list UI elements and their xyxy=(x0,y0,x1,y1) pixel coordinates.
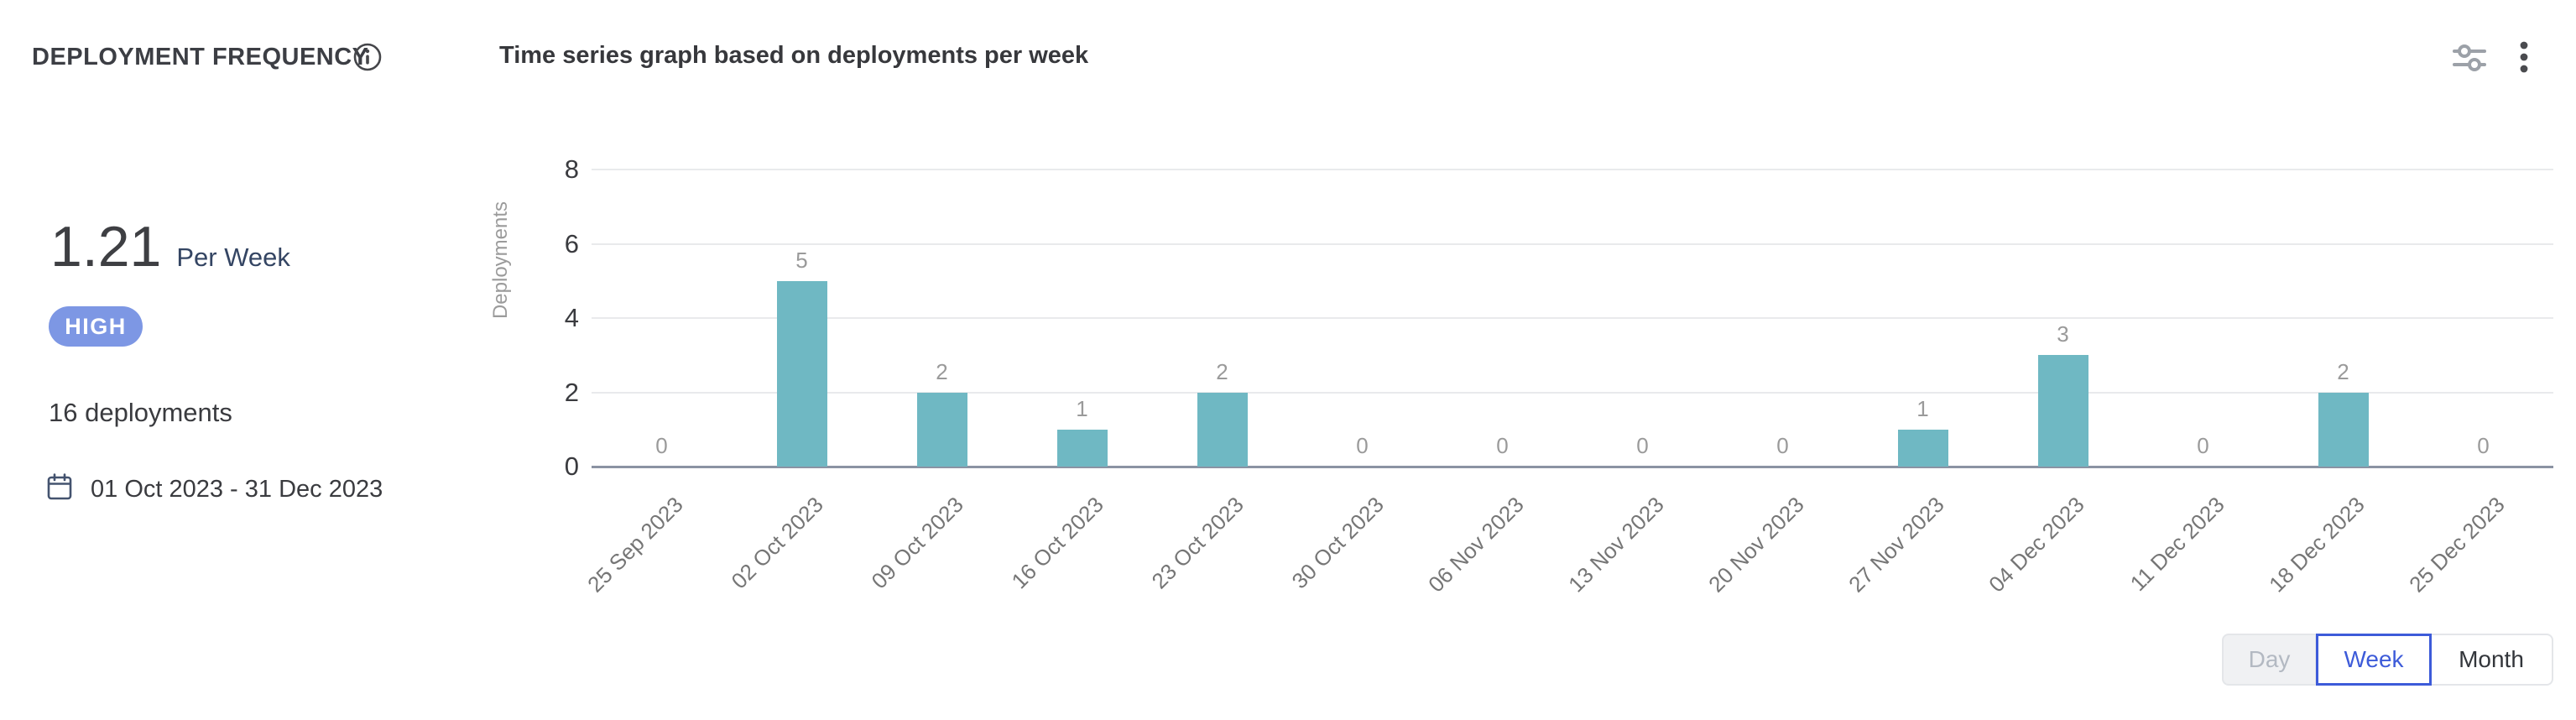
toggle-month-button[interactable]: Month xyxy=(2431,634,2553,686)
bar-value-label: 0 xyxy=(1636,433,1649,458)
bar[interactable] xyxy=(2318,392,2369,467)
bar-value-label: 0 xyxy=(1356,433,1369,458)
bar-value-label: 2 xyxy=(1216,358,1228,384)
y-tick-label: 6 xyxy=(564,228,579,258)
gridline xyxy=(592,243,2553,245)
bar-value-label: 2 xyxy=(2337,358,2349,384)
bar[interactable] xyxy=(916,392,967,467)
bar-value-label: 0 xyxy=(2197,433,2209,458)
gridline xyxy=(592,391,2553,394)
bar[interactable] xyxy=(776,280,827,467)
bar[interactable] xyxy=(1197,392,1248,467)
toggle-week-button[interactable]: Week xyxy=(2316,634,2432,686)
bar[interactable] xyxy=(1056,429,1108,467)
deployment-count: 16 deployments xyxy=(49,398,232,427)
gridline xyxy=(592,169,2553,170)
bar-value-label: 2 xyxy=(936,358,948,384)
date-range-text: 01 Oct 2023 - 31 Dec 2023 xyxy=(91,475,383,503)
metric-value: 1.21 xyxy=(50,215,162,279)
card-title: DEPLOYMENT FREQUENCY xyxy=(32,44,369,70)
bar-value-label: 1 xyxy=(1916,395,1929,421)
bar-value-label: 0 xyxy=(1776,433,1789,458)
toggle-day-button[interactable]: Day xyxy=(2222,634,2317,686)
gridline xyxy=(592,317,2553,319)
y-axis-title: Deployments xyxy=(489,201,512,320)
y-tick-label: 2 xyxy=(564,377,579,407)
info-icon[interactable] xyxy=(352,42,383,76)
bar-value-label: 0 xyxy=(655,433,668,458)
bar-value-label: 0 xyxy=(1496,433,1509,458)
y-tick-label: 4 xyxy=(564,303,579,332)
bar-value-label: 1 xyxy=(1076,395,1088,421)
calendar-icon xyxy=(47,473,72,505)
date-range: 01 Oct 2023 - 31 Dec 2023 xyxy=(47,473,383,505)
chart-title: Time series graph based on deployments p… xyxy=(499,42,1089,69)
status-badge: HIGH xyxy=(49,306,143,347)
kebab-menu-icon[interactable] xyxy=(2512,35,2536,85)
y-tick-label: 8 xyxy=(564,154,579,184)
bar[interactable] xyxy=(2037,355,2088,467)
bar-value-label: 0 xyxy=(2477,433,2490,458)
bar-value-label: 5 xyxy=(795,247,808,273)
period-toggle: Day Week Month xyxy=(2222,634,2553,686)
y-tick-label: 0 xyxy=(564,451,579,481)
x-axis-line xyxy=(592,466,2553,468)
bar[interactable] xyxy=(1897,429,1948,467)
metric-unit: Per Week xyxy=(176,243,290,272)
metric-row: 1.21 Per Week xyxy=(50,214,290,279)
bar-value-label: 3 xyxy=(2057,321,2069,347)
chart-settings-icon[interactable] xyxy=(2452,40,2487,80)
